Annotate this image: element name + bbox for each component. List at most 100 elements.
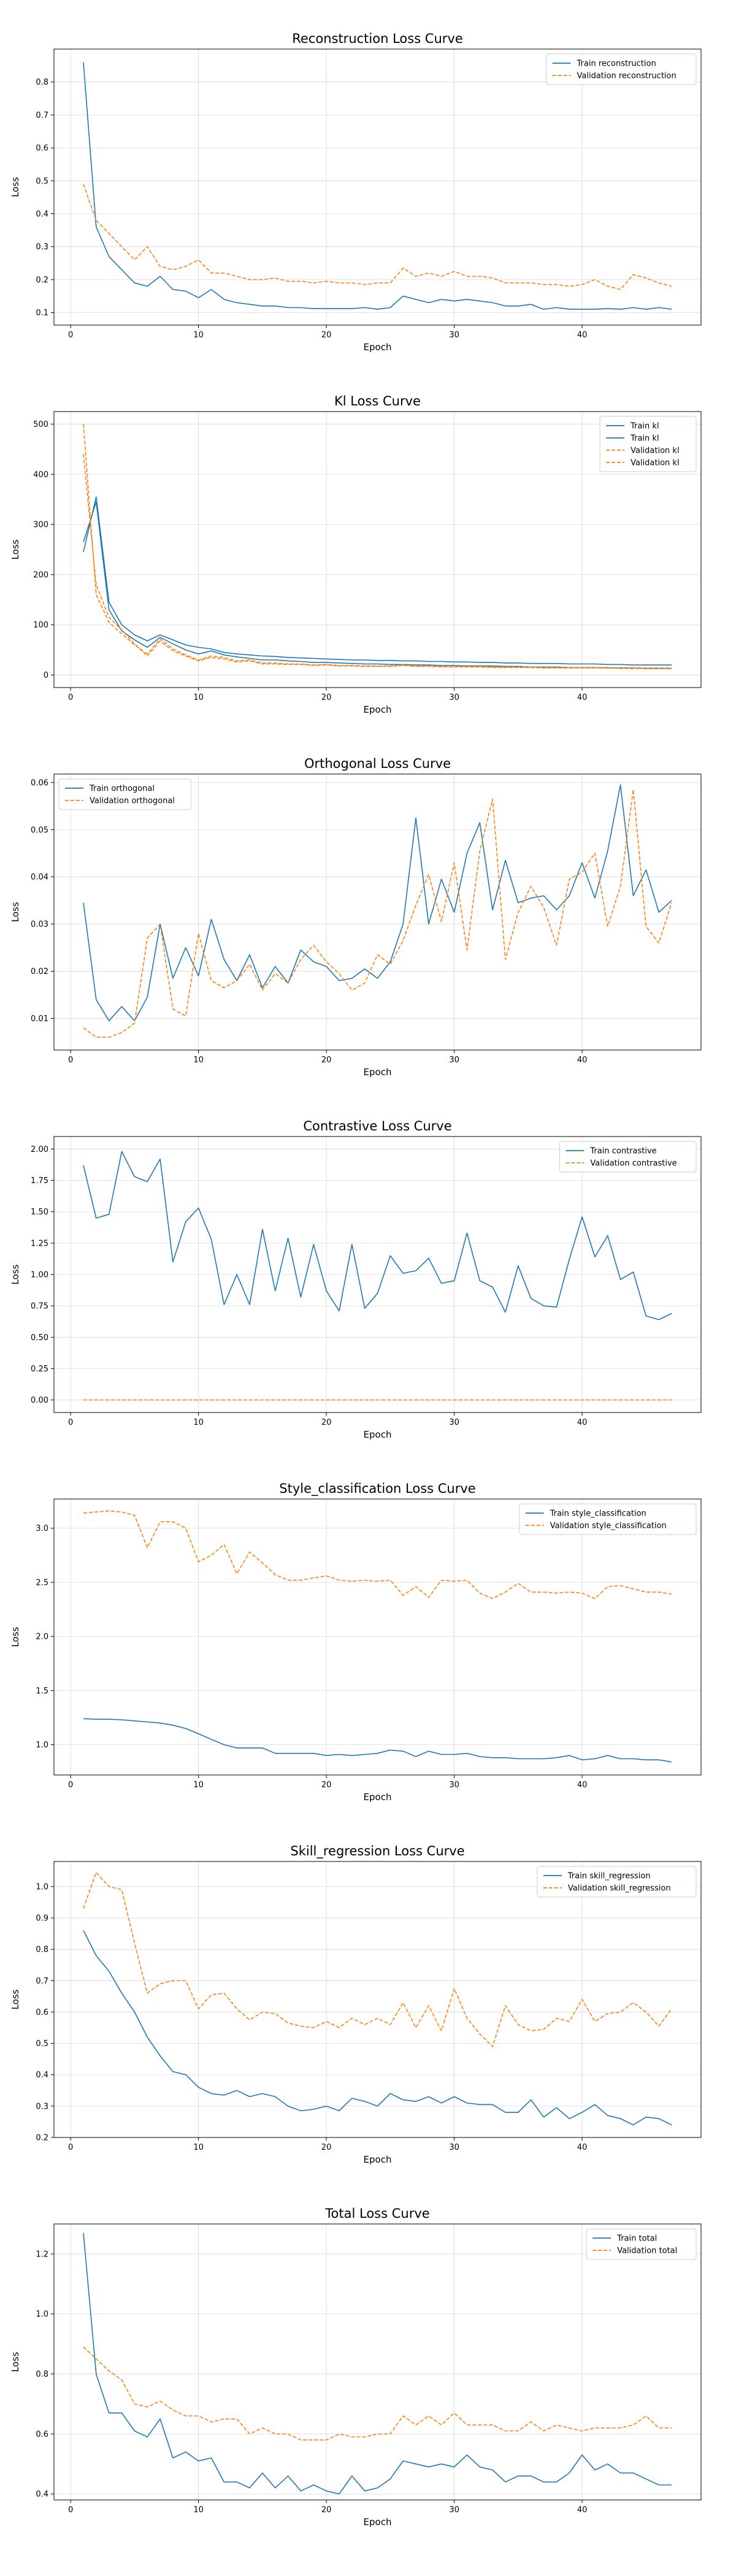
y-axis-label: Loss xyxy=(10,1264,21,1284)
y-tick-label: 0.6 xyxy=(36,2008,48,2017)
x-tick-label: 20 xyxy=(321,331,332,340)
legend: Train contrastive Validation contrastive xyxy=(559,1141,697,1173)
chart-title: Kl Loss Curve xyxy=(334,394,421,408)
x-axis-label: Epoch xyxy=(364,2517,392,2528)
y-tick-label: 0.8 xyxy=(36,1945,48,1955)
x-axis-label: Epoch xyxy=(364,704,392,715)
x-tick-label: 20 xyxy=(321,2505,332,2515)
x-tick-label: 30 xyxy=(449,2505,459,2515)
x-tick-label: 30 xyxy=(449,1418,459,1427)
legend-box xyxy=(58,778,191,810)
series-line-1 xyxy=(83,784,672,1022)
x-tick-label: 10 xyxy=(193,1781,204,1790)
series-line-2 xyxy=(83,2346,672,2440)
y-tick-label: 400 xyxy=(33,470,48,480)
y-axis-label: Loss xyxy=(10,539,21,559)
chart-panel-3: 0 10 20 30 40 0.01 0.02 0.03 0.04 0.05 0.06 Orthogo… xyxy=(10,756,702,1078)
legend-label: Validation reconstruction xyxy=(577,72,677,81)
y-tick-label: 0.00 xyxy=(31,1396,48,1405)
y-tick-label: 1.0 xyxy=(36,2310,48,2319)
y-tick-label: 100 xyxy=(33,621,48,630)
y-tick-label: 0.3 xyxy=(36,2102,48,2111)
y-axis-label: Loss xyxy=(10,177,21,197)
legend-box xyxy=(537,1866,697,1898)
y-tick-label: 0.8 xyxy=(36,2370,48,2379)
y-tick-label: 0.4 xyxy=(36,210,48,219)
chart-title: Contrastive Loss Curve xyxy=(303,1119,451,1133)
series-line-1 xyxy=(83,1151,672,1321)
y-axis-label: Loss xyxy=(10,902,21,922)
y-tick-label: 0.04 xyxy=(31,873,48,882)
y-tick-label: 2.0 xyxy=(36,1633,48,1642)
series-line-1 xyxy=(83,1930,672,2126)
y-tick-label: 0.3 xyxy=(36,243,48,252)
y-axis-label: Loss xyxy=(10,2352,21,2372)
series-line-2 xyxy=(83,789,672,1038)
chart-panel-6: 0 10 20 30 40 0.2 0.3 0.4 0.5 0.6 0.7 0.8 0.9 1.0 Skil… xyxy=(10,1844,702,2165)
y-tick-label: 0.2 xyxy=(36,2134,48,2143)
y-tick-label: 200 xyxy=(33,570,48,580)
series-line-2 xyxy=(83,1510,672,1600)
legend: Train total Validation total xyxy=(586,2228,697,2260)
y-tick-label: 300 xyxy=(33,521,48,530)
x-tick-label: 20 xyxy=(321,1781,332,1790)
x-axis-label: Epoch xyxy=(364,1429,392,1440)
x-tick-label: 20 xyxy=(321,2143,332,2152)
legend: Train style_classification Validation sty… xyxy=(519,1503,697,1535)
x-tick-label: 0 xyxy=(68,1056,73,1065)
series-line-1 xyxy=(83,62,672,310)
legend-label: Train style_classification xyxy=(550,1509,646,1519)
y-tick-label: 0.5 xyxy=(36,2039,48,2049)
x-tick-label: 10 xyxy=(193,1418,204,1427)
legend-box xyxy=(546,53,697,85)
x-tick-label: 30 xyxy=(449,1056,459,1065)
y-tick-label: 0.8 xyxy=(36,78,48,87)
y-tick-label: 0.7 xyxy=(36,1977,48,1986)
y-tick-label: 2.5 xyxy=(36,1578,48,1587)
y-tick-label: 1.50 xyxy=(31,1208,48,1217)
y-tick-label: 0.50 xyxy=(31,1333,48,1343)
x-tick-label: 0 xyxy=(68,693,73,702)
y-tick-label: 0.6 xyxy=(36,144,48,153)
x-axis-label: Epoch xyxy=(364,1792,392,1803)
y-tick-label: 0.7 xyxy=(36,111,48,120)
x-tick-label: 10 xyxy=(193,1056,204,1065)
series-line-4 xyxy=(83,454,672,669)
y-tick-label: 0.75 xyxy=(31,1302,48,1311)
plot-frame xyxy=(53,2223,702,2501)
x-tick-label: 30 xyxy=(449,693,459,702)
legend-box xyxy=(519,1503,697,1535)
x-tick-label: 40 xyxy=(577,693,588,702)
chart-title: Total Loss Curve xyxy=(324,2206,429,2221)
y-tick-label: 0.25 xyxy=(31,1365,48,1374)
series-line-3 xyxy=(83,424,672,669)
y-tick-label: 1.75 xyxy=(31,1176,48,1186)
x-tick-label: 0 xyxy=(68,1418,73,1427)
chart-title: Skill_regression Loss Curve xyxy=(290,1844,464,1859)
legend-label: Validation kl xyxy=(631,459,679,468)
y-axis-label: Loss xyxy=(10,1989,21,2009)
legend-label: Validation kl xyxy=(631,447,679,456)
x-tick-label: 0 xyxy=(68,2505,73,2515)
series-line-1 xyxy=(83,1718,672,1763)
y-tick-label: 0.1 xyxy=(36,309,48,318)
chart-title: Orthogonal Loss Curve xyxy=(304,756,451,771)
y-tick-label: 0.4 xyxy=(36,2490,48,2499)
x-tick-label: 20 xyxy=(321,1418,332,1427)
y-tick-label: 0.02 xyxy=(31,967,48,976)
series-line-2 xyxy=(83,501,672,669)
x-axis-label: Epoch xyxy=(364,2154,392,2165)
x-tick-label: 10 xyxy=(193,2143,204,2152)
x-tick-label: 40 xyxy=(577,2505,588,2515)
legend-box xyxy=(599,416,697,472)
x-tick-label: 0 xyxy=(68,1781,73,1790)
legend-box xyxy=(586,2228,697,2260)
legend-label: Validation skill_regression xyxy=(568,1884,671,1893)
legend-label: Train reconstruction xyxy=(577,59,656,69)
plot-frame xyxy=(53,1861,702,2138)
y-tick-label: 0.5 xyxy=(36,177,48,186)
legend-label: Train kl xyxy=(630,434,659,443)
chart-panel-4: 0 10 20 30 40 0.00 0.25 0.50 0.75 1.00 1.25 1.50 1.7… xyxy=(10,1119,702,1440)
x-tick-label: 10 xyxy=(193,2505,204,2515)
